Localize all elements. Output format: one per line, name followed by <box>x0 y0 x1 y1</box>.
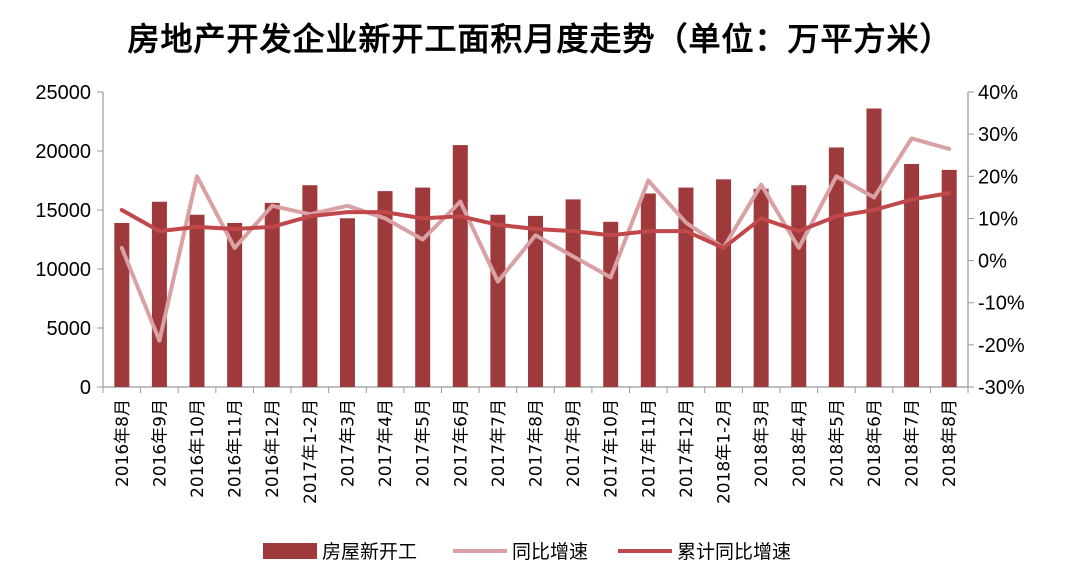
legend-label-cum: 累计同比增速 <box>677 541 791 563</box>
x-tick-label: 2016年8月 <box>113 399 133 487</box>
y-left-tick-label: 15000 <box>35 200 91 222</box>
cumulative-yoy-line <box>119 191 952 250</box>
bar <box>114 222 130 387</box>
legend-swatch-bar <box>263 543 317 559</box>
bar <box>339 218 355 387</box>
bar <box>490 214 506 387</box>
y-left-tick-label: 25000 <box>35 82 91 104</box>
bar <box>866 108 882 388</box>
y-left-tick-label: 10000 <box>35 259 91 281</box>
x-tick-label: 2017年3月 <box>338 399 358 487</box>
x-tick-label: 2017年6月 <box>451 399 471 487</box>
x-tick-label: 2018年7月 <box>903 399 923 487</box>
x-tick-label: 2018年1-2月 <box>715 399 735 504</box>
x-tick-label: 2017年7月 <box>489 399 509 487</box>
x-tick-label: 2017年10月 <box>602 399 622 498</box>
bar <box>941 169 957 387</box>
x-tick-label: 2016年10月 <box>188 399 208 498</box>
x-tick-label: 2017年1-2月 <box>301 399 321 504</box>
bar <box>264 202 280 387</box>
bar <box>904 163 920 387</box>
chart-title: 房地产开发企业新开工面积月度走势（单位：万平方米） <box>127 20 953 58</box>
bar <box>302 185 318 387</box>
x-tick-label: 2018年6月 <box>865 399 885 487</box>
bar <box>678 187 694 387</box>
x-tick-label: 2018年5月 <box>827 399 847 487</box>
bar <box>151 201 167 387</box>
bar <box>452 145 468 387</box>
legend-label-bar: 房屋新开工 <box>322 541 417 563</box>
bar <box>377 191 393 387</box>
x-tick-label: 2018年3月 <box>752 399 772 487</box>
y-right-tick-label: 0% <box>978 251 1007 273</box>
bar <box>753 188 769 387</box>
x-tick-label: 2017年8月 <box>527 399 547 487</box>
y-right-tick-label: -10% <box>978 293 1025 315</box>
x-tick-label: 2017年11月 <box>639 399 659 498</box>
x-tick-label: 2017年12月 <box>677 399 697 498</box>
y-left-tick-label: 0 <box>80 377 91 399</box>
x-tick-label: 2016年11月 <box>226 399 246 498</box>
y-right-tick-label: -30% <box>978 377 1025 399</box>
y-right-tick-label: 20% <box>978 166 1018 188</box>
y-right-tick-label: -20% <box>978 335 1025 357</box>
y-right-tick-label: 10% <box>978 208 1018 230</box>
bar <box>227 222 243 387</box>
bar <box>791 185 807 387</box>
bar <box>640 193 656 387</box>
x-tick-label: 2018年4月 <box>790 399 810 487</box>
y-left-tick-label: 5000 <box>47 318 92 340</box>
y-left-tick-label: 20000 <box>35 141 91 163</box>
y-right-tick-label: 40% <box>978 82 1018 104</box>
bar <box>603 221 619 387</box>
x-tick-label: 2016年9月 <box>150 399 170 487</box>
x-tick-label: 2018年8月 <box>940 399 960 487</box>
x-tick-label: 2017年4月 <box>376 399 396 487</box>
bar <box>716 179 732 387</box>
bar <box>828 147 844 387</box>
x-tick-label: 2017年9月 <box>564 399 584 487</box>
bar <box>528 215 543 387</box>
y-right-tick-label: 30% <box>978 124 1018 146</box>
bar <box>565 199 581 387</box>
legend-label-yoy: 同比增速 <box>512 541 588 563</box>
bar <box>189 214 205 387</box>
x-tick-label: 2017年5月 <box>414 399 434 487</box>
x-tick-label: 2016年12月 <box>263 399 283 498</box>
